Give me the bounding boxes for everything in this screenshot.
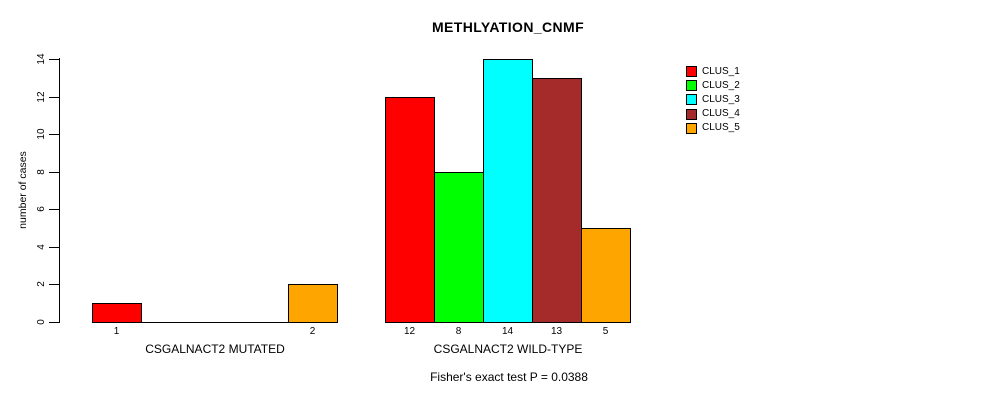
bar-value-label: 12 [403, 326, 416, 337]
x-group-label-mutated: CSGALNACT2 MUTATED [145, 342, 285, 356]
bar-value-label: 1 [113, 326, 120, 337]
y-tick-label: 12 [36, 91, 47, 103]
bar-value-label: 2 [309, 326, 316, 337]
y-axis-tick [49, 209, 59, 211]
bar-clus_2-group1 [434, 172, 484, 323]
y-axis-tick [49, 246, 59, 248]
y-axis-tick [49, 322, 59, 323]
bar-value-label: 8 [455, 326, 462, 337]
y-tick-label: 2 [36, 281, 47, 288]
y-tick-label: 6 [36, 206, 47, 213]
y-tick-label: 8 [36, 168, 47, 175]
bar-clus_1-group1 [385, 97, 435, 323]
y-axis-line [59, 58, 60, 323]
x-group-label-wildtype: CSGALNACT2 WILD-TYPE [433, 342, 583, 356]
y-axis-tick [49, 284, 59, 286]
bar-value-label: 5 [602, 326, 609, 337]
bar-clus_5-group0 [288, 284, 338, 323]
y-tick-label: 10 [36, 128, 47, 140]
fisher-test-footnote: Fisher's exact test P = 0.0388 [430, 370, 588, 384]
y-axis-tick [49, 134, 59, 136]
bar-clus_1-group0 [92, 303, 142, 323]
bar-clus_3-group1 [483, 59, 533, 323]
y-axis-tick [49, 96, 59, 98]
bar-clus_4-group1 [532, 78, 582, 323]
bar-clus_5-group1 [581, 228, 631, 323]
y-tick-label: 14 [36, 53, 47, 65]
y-axis-tick [49, 171, 59, 173]
y-axis-tick [49, 58, 59, 60]
bar-value-label: 13 [550, 326, 563, 337]
bar-value-label: 14 [501, 326, 514, 337]
y-tick-label: 0 [36, 319, 47, 325]
y-tick-label: 4 [36, 244, 47, 250]
group-baseline [92, 322, 338, 323]
chart-title: METHLYATION_CNMF [431, 19, 585, 35]
